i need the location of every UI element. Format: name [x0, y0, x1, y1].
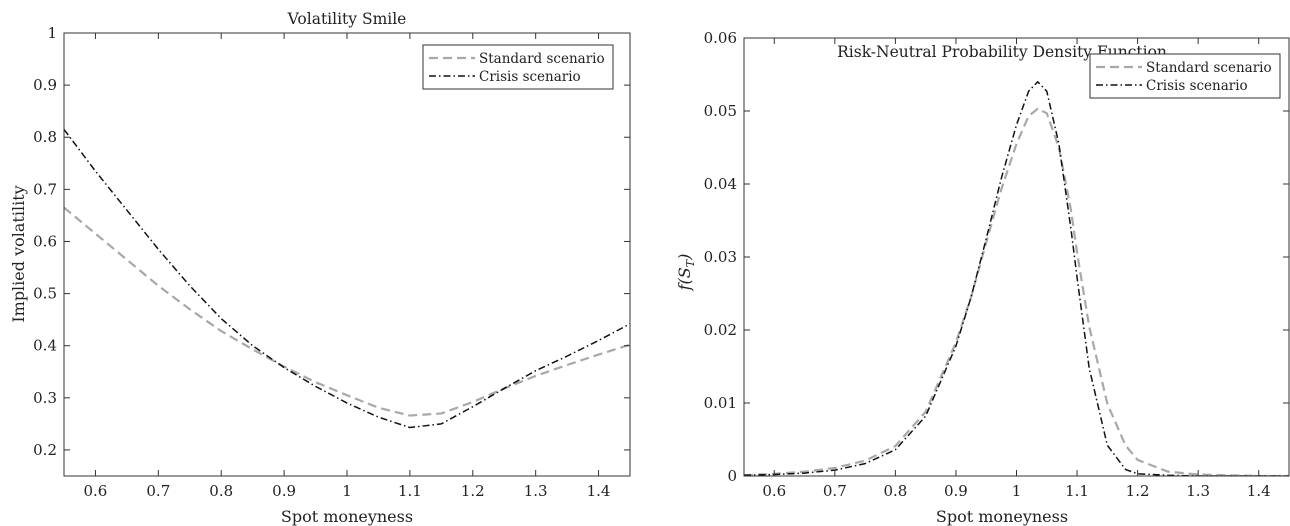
x-tick-label: 1	[1012, 482, 1022, 500]
y-tick-label: 0.8	[33, 128, 57, 146]
legend-box	[422, 44, 614, 90]
legend-label: Crisis scenario	[1146, 78, 1248, 94]
y-tick-label: 0.03	[704, 248, 737, 266]
y-tick-label: 0.9	[33, 76, 57, 94]
x-tick-label: 1.2	[1126, 482, 1150, 500]
x-tick-label: 0.6	[84, 482, 108, 500]
x-tick-label: 1.1	[398, 482, 422, 500]
y-tick-label: 0.5	[33, 285, 57, 303]
x-axis-label: Spot moneyness	[936, 507, 1068, 526]
x-tick-label: 0.7	[823, 482, 847, 500]
y-tick-label: 0.2	[33, 441, 57, 459]
x-tick-label: 1.3	[1186, 482, 1210, 500]
plot-frame	[63, 32, 631, 477]
y-tick-label: 0.04	[704, 175, 737, 193]
y-tick-label: 0.6	[33, 232, 57, 250]
plot-frame	[743, 37, 1290, 477]
y-tick-label: 1	[47, 24, 57, 42]
legend: Standard scenario Crisis scenario	[422, 44, 614, 90]
y-axis-label-main: f(S	[675, 267, 694, 291]
y-tick-label: 0.05	[704, 102, 737, 120]
legend-label: Crisis scenario	[479, 69, 581, 85]
y-tick-label: 0	[727, 467, 737, 485]
chart-title: Risk-Neutral Probability Density Functio…	[837, 43, 1167, 61]
y-tick-label: 0.4	[33, 337, 57, 355]
x-axis-label: Spot moneyness	[281, 507, 413, 526]
volatility-smile-chart: Volatility Smile 0.6 0.7 0.8 0.9 1 1.1 1.2 1.3 1…	[9, 10, 631, 526]
y-tick-label: 0.02	[704, 321, 737, 339]
series-line-standard-scenario	[744, 107, 1289, 476]
plot-area: 0.6 0.7 0.8 0.9 1 1.1 1.2 1.3 1.4 0 0.01 0.02 0.03 0.…	[704, 29, 1290, 500]
plot-area: 0.6 0.7 0.8 0.9 1 1.1 1.2 1.3 1.4 0.2 0.3 0.4 0.5 0.6…	[33, 24, 631, 500]
series-line-standard-scenario	[64, 206, 630, 417]
x-tick-label: 0.9	[272, 482, 296, 500]
legend-label: Standard scenario	[479, 51, 605, 67]
legend: Standard scenario Crisis scenario	[1089, 53, 1281, 99]
x-tick-label: 1.1	[1065, 482, 1089, 500]
y-tick-label: 0.01	[704, 394, 737, 412]
x-tick-label: 1.2	[461, 482, 485, 500]
y-axis-label: Implied volatility	[9, 185, 28, 322]
legend-box	[1089, 53, 1281, 99]
y-tick-label: 0.3	[33, 389, 57, 407]
series-line-crisis-scenario	[64, 128, 630, 429]
y-axis-label: f(ST)	[675, 254, 697, 292]
risk-neutral-pdf-chart: Risk-Neutral Probability Density Functio…	[675, 29, 1290, 526]
y-axis-label-subscript: T	[684, 258, 697, 267]
x-tick-label: 0.9	[944, 482, 968, 500]
x-tick-label: 1.3	[524, 482, 548, 500]
x-tick-label: 0.8	[883, 482, 907, 500]
x-tick-label: 0.8	[209, 482, 233, 500]
series-line-crisis-scenario	[744, 81, 1289, 476]
x-tick-label: 0.6	[762, 482, 786, 500]
x-tick-label: 1.4	[587, 482, 611, 500]
x-tick-label: 1.4	[1247, 482, 1271, 500]
y-tick-label: 0.06	[704, 29, 737, 47]
legend-label: Standard scenario	[1146, 60, 1272, 76]
x-tick-label: 1	[342, 482, 352, 500]
x-tick-label: 0.7	[146, 482, 170, 500]
chart-title: Volatility Smile	[287, 10, 407, 28]
y-tick-label: 0.7	[33, 180, 57, 198]
y-axis-label-end: )	[675, 254, 694, 261]
